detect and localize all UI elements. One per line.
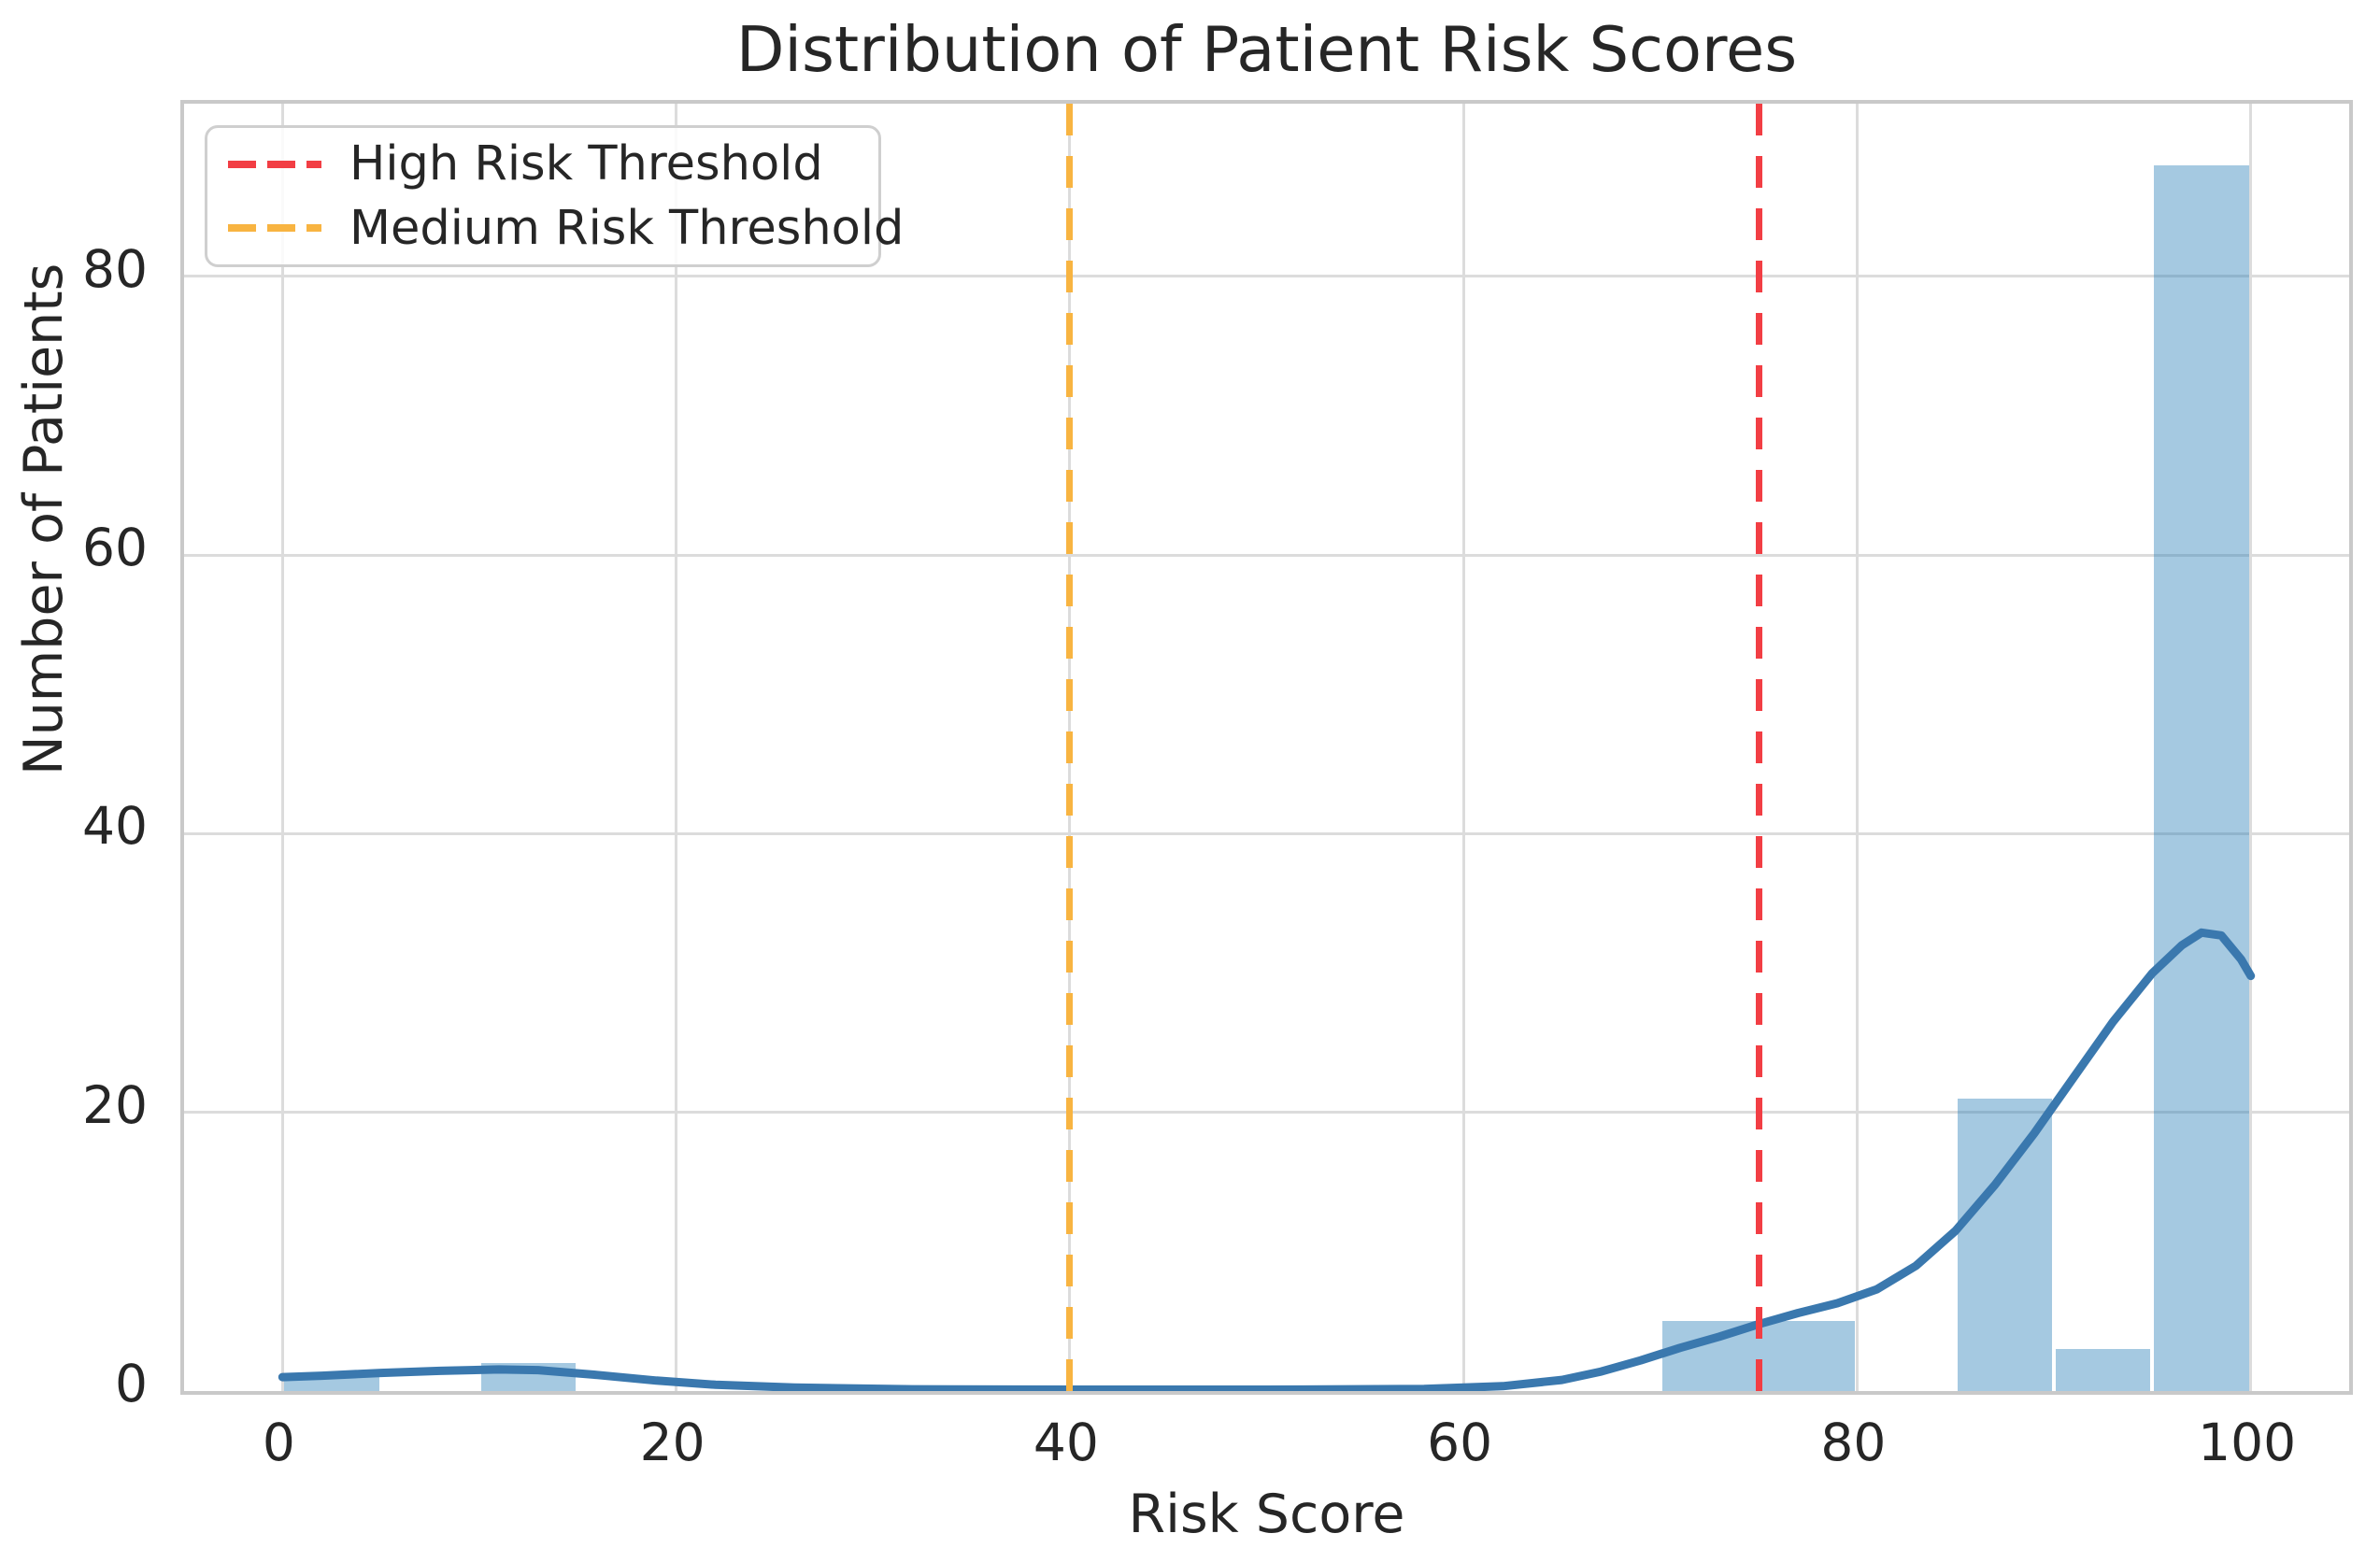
legend-label-high-risk: High Risk Threshold xyxy=(349,136,823,192)
y-tick-label: 60 xyxy=(82,518,148,578)
gridline-x xyxy=(1461,104,1465,1391)
histogram-bar xyxy=(2154,164,2249,1391)
x-tick-label: 0 xyxy=(262,1413,295,1472)
y-tick-label: 40 xyxy=(82,796,148,857)
y-tick-label: 20 xyxy=(82,1074,148,1135)
gridline-x xyxy=(280,104,284,1391)
gridline-x xyxy=(675,104,678,1391)
x-tick-label: 40 xyxy=(1033,1413,1099,1472)
x-axis-label: Risk Score xyxy=(1128,1484,1405,1545)
histogram-bar xyxy=(1957,1098,2053,1391)
legend-label-medium-risk: Medium Risk Threshold xyxy=(349,200,905,256)
x-tick-label: 60 xyxy=(1427,1413,1493,1472)
threshold-line-high-risk xyxy=(1755,104,1762,1391)
y-tick-label: 0 xyxy=(115,1354,148,1413)
legend: High Risk Threshold Medium Risk Threshol… xyxy=(205,125,904,267)
y-tick-label: 80 xyxy=(82,238,148,299)
gridline-y xyxy=(184,1111,2349,1115)
x-tick-label: 20 xyxy=(639,1413,705,1472)
chart-title: Distribution of Patient Risk Scores xyxy=(735,13,1798,86)
gridline-y xyxy=(184,275,2349,278)
histogram-bar xyxy=(2056,1349,2151,1391)
threshold-line-medium-risk xyxy=(1066,104,1074,1391)
x-tick-label: 80 xyxy=(1820,1413,1887,1472)
histogram-bar xyxy=(284,1377,379,1391)
gridline-y xyxy=(184,831,2349,835)
x-tick-label: 100 xyxy=(2198,1413,2297,1472)
dashed-line-swatch-medium-risk-icon xyxy=(228,224,321,233)
gridline-x xyxy=(1855,104,1859,1391)
plot-area: High Risk Threshold Medium Risk Threshol… xyxy=(180,100,2353,1395)
kde-curve xyxy=(278,928,2256,1391)
legend-item-high-risk: High Risk Threshold xyxy=(228,136,878,192)
gridline-y xyxy=(184,553,2349,557)
dashed-line-swatch-high-risk-icon xyxy=(228,160,321,168)
y-axis-label: Number of Patients xyxy=(13,263,75,775)
gridline-x xyxy=(2249,104,2253,1391)
legend-item-medium-risk: Medium Risk Threshold xyxy=(228,201,904,256)
